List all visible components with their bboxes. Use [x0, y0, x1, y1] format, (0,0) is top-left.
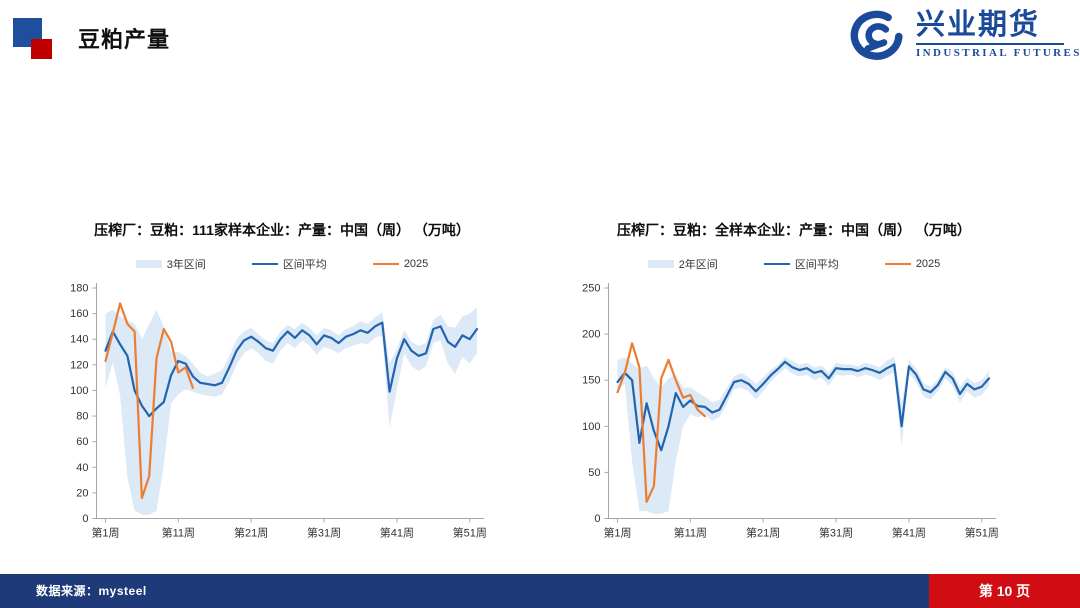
company-name: 兴业期货 [916, 9, 1041, 41]
svg-text:第21周: 第21周 [234, 526, 268, 540]
svg-text:第1周: 第1周 [91, 526, 119, 540]
title-mark-red-square [31, 39, 52, 59]
svg-text:60: 60 [76, 436, 88, 448]
chart-legend: 3年区间 区间平均 2025 [113, 257, 452, 271]
svg-text:0: 0 [82, 513, 88, 525]
logo-divider [916, 43, 1064, 45]
chart-title: 压榨厂：豆粕：111家样本企业：产量：中国（周） （万吨） [94, 222, 470, 238]
svg-text:160: 160 [70, 308, 88, 320]
svg-text:第41周: 第41周 [380, 526, 414, 540]
company-logo: 兴业期货 INDUSTRIAL FUTURES [848, 8, 1080, 62]
svg-text:250: 250 [582, 283, 600, 295]
svg-text:20: 20 [76, 487, 88, 499]
svg-text:200: 200 [582, 329, 600, 341]
chart-title: 压榨厂：豆粕：全样本企业：产量：中国（周） （万吨） [617, 222, 971, 238]
band-swatch-icon [647, 260, 674, 268]
band-swatch-icon [135, 260, 162, 268]
legend-item-band: 3年区间 [135, 256, 206, 272]
svg-text:第41周: 第41周 [892, 526, 926, 540]
svg-text:40: 40 [76, 462, 88, 474]
svg-text:第51周: 第51周 [965, 526, 999, 540]
legend-label: 2025 [915, 258, 941, 270]
line-2025-swatch-icon [372, 263, 399, 265]
svg-text:150: 150 [582, 375, 600, 387]
title-mark [12, 16, 56, 60]
svg-text:第11周: 第11周 [674, 526, 707, 540]
svg-text:第11周: 第11周 [162, 526, 195, 540]
chart-soymeal-all-samples: 压榨厂：豆粕：全样本企业：产量：中国（周） （万吨） 2年区间 区间平均 202… [568, 220, 1020, 572]
avg-line-swatch-icon [763, 263, 790, 265]
svg-text:100: 100 [582, 421, 600, 433]
legend-label: 2年区间 [678, 259, 718, 271]
svg-text:第21周: 第21周 [746, 526, 780, 540]
legend-label: 2025 [403, 258, 429, 270]
svg-text:120: 120 [70, 359, 88, 371]
svg-text:100: 100 [70, 385, 88, 397]
company-name-en: INDUSTRIAL FUTURES [916, 47, 1080, 59]
chart-soymeal-111-samples: 压榨厂：豆粕：111家样本企业：产量：中国（周） （万吨） 3年区间 区间平均 … [56, 220, 508, 572]
legend-item-average: 区间平均 [763, 256, 839, 272]
svg-text:第31周: 第31周 [307, 526, 341, 540]
avg-line-swatch-icon [251, 263, 278, 265]
legend-label: 3年区间 [166, 259, 206, 271]
right-chart-plot: 0 50 100 150 200 250 第1周 第11周 第21周 第31周 第41周 第51周 [582, 283, 999, 540]
svg-text:第51周: 第51周 [453, 526, 487, 540]
svg-text:80: 80 [76, 411, 88, 423]
svg-text:第1周: 第1周 [603, 526, 631, 540]
line-2025-swatch-icon [884, 263, 911, 265]
svg-text:第31周: 第31周 [819, 526, 853, 540]
page-title: 豆粕产量 [78, 27, 171, 52]
svg-text:180: 180 [70, 283, 88, 295]
legend-item-average: 区间平均 [251, 256, 327, 272]
chart-legend: 2年区间 区间平均 2025 [625, 257, 964, 271]
svg-text:50: 50 [588, 467, 600, 479]
slide-header: 豆粕产量 [12, 16, 170, 60]
footer-bar: 数据来源：mysteel 第 10 页 [0, 574, 1080, 608]
company-logo-text: 兴业期货 INDUSTRIAL FUTURES [916, 8, 1080, 59]
left-chart-plot: 0 20 40 60 80 100 120 140 160 180 第1周 第11周 第21周 第31周 第… [70, 283, 487, 540]
legend-item-2025: 2025 [884, 258, 941, 270]
legend-item-band: 2年区间 [647, 256, 718, 272]
legend-item-2025: 2025 [372, 258, 429, 270]
swirl-logo-icon [850, 10, 903, 60]
legend-label: 区间平均 [282, 259, 327, 271]
data-source-label: 数据来源：mysteel [36, 584, 147, 598]
page-number-badge: 第 10 页 [929, 574, 1080, 608]
svg-text:140: 140 [70, 334, 88, 346]
svg-text:0: 0 [594, 513, 600, 525]
legend-label: 区间平均 [794, 259, 839, 271]
